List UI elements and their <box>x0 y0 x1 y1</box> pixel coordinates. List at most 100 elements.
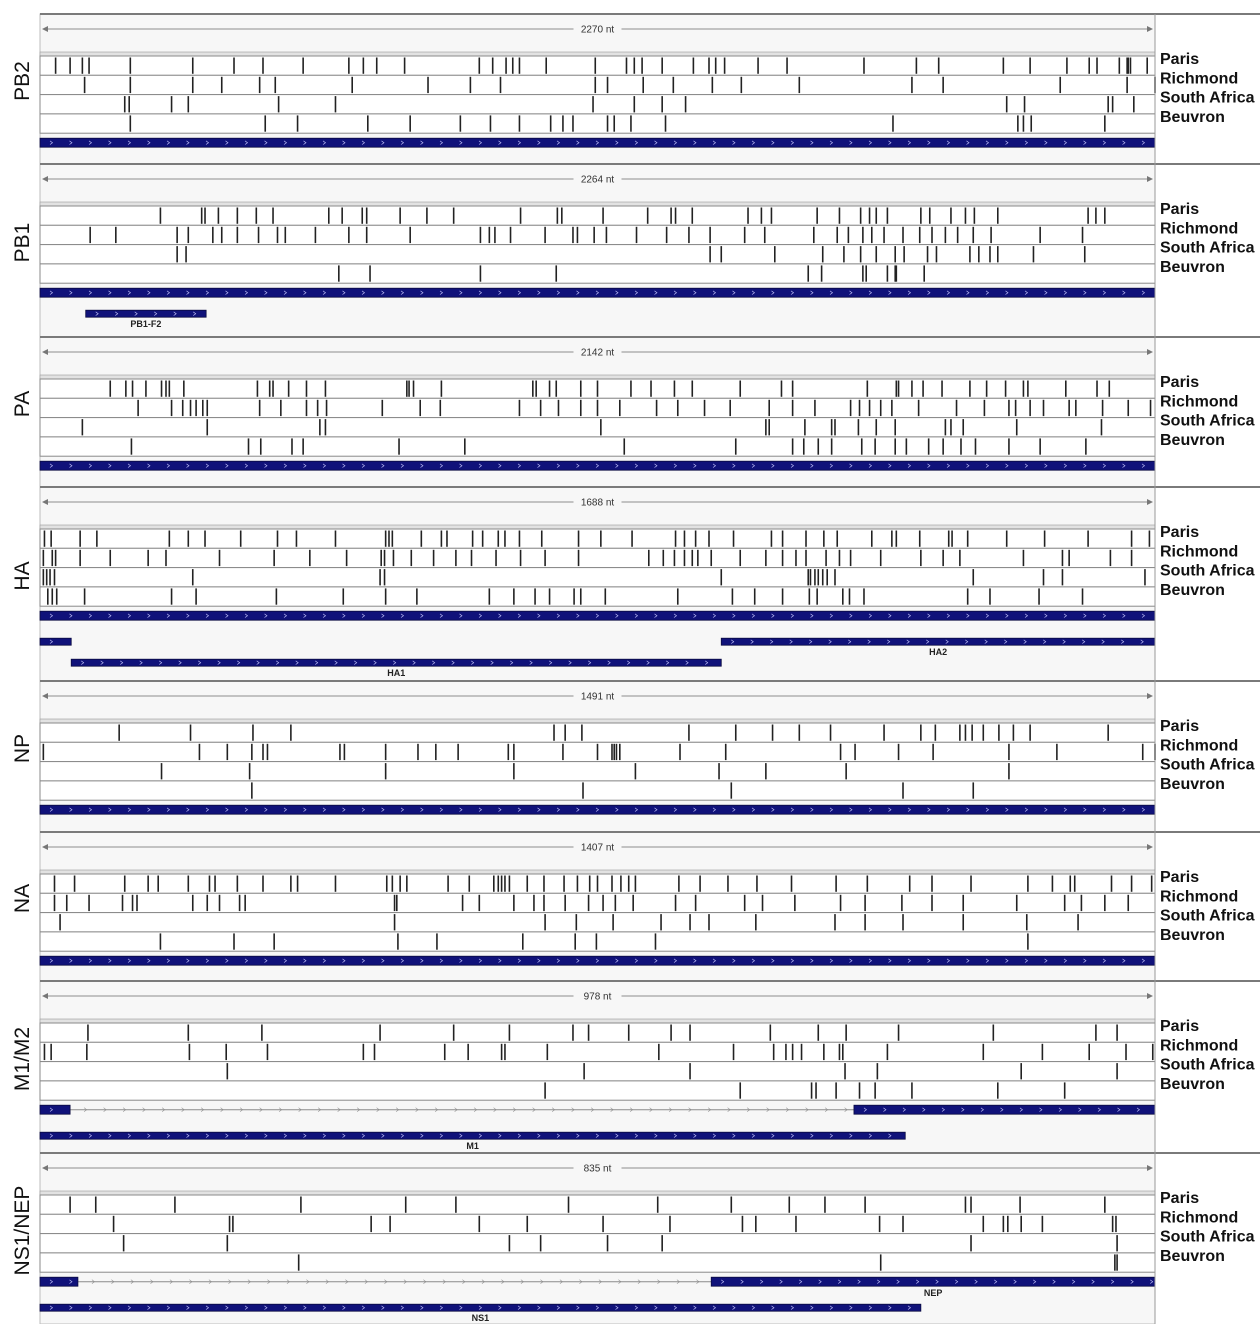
strand-arrow-icon <box>517 1305 522 1310</box>
segment-gene-bar <box>39 137 1156 148</box>
segment-name-label: PB2 <box>11 61 34 101</box>
strand-arrow-icon <box>381 958 385 963</box>
strain-track-row <box>39 436 1156 457</box>
strand-arrow-icon <box>615 807 619 812</box>
strand-arrow-icon <box>69 290 73 295</box>
strand-arrow-icon <box>322 463 327 468</box>
strand-arrow-icon <box>877 1279 881 1284</box>
intron-arrow-icon <box>668 1107 673 1112</box>
strand-arrow-icon <box>264 290 268 295</box>
strand-arrow-icon <box>556 463 561 468</box>
strand-arrow-icon <box>974 1279 978 1284</box>
strand-arrow-icon <box>810 290 814 295</box>
segment-length-label: 1491 nt <box>581 692 615 703</box>
strand-arrow-icon <box>166 1305 171 1310</box>
strand-arrow-icon <box>595 290 600 295</box>
strand-arrow-icon <box>186 1305 190 1310</box>
strand-arrow-icon <box>69 1279 73 1284</box>
ruler-right-arrow-icon <box>1147 499 1153 505</box>
strand-arrow-icon <box>751 807 756 812</box>
strand-arrow-icon <box>1082 639 1086 644</box>
strand-arrow-icon <box>342 463 346 468</box>
strand-arrow-icon <box>1122 290 1126 295</box>
strand-arrow-icon <box>1023 639 1027 644</box>
strand-arrow-icon <box>790 140 795 145</box>
strand-arrow-icon <box>205 140 210 145</box>
strand-arrow-icon <box>108 290 112 295</box>
strand-arrow-icon <box>69 140 73 145</box>
strand-arrow-icon <box>965 639 969 644</box>
strand-arrow-icon <box>69 1305 73 1310</box>
strand-arrow-icon <box>985 463 990 468</box>
strand-arrow-icon <box>615 140 619 145</box>
strand-arrow-icon <box>49 613 54 618</box>
strand-arrow-icon <box>906 639 910 644</box>
intron-arrow-icon <box>727 1107 731 1112</box>
strand-arrow-icon <box>1062 639 1066 644</box>
strand-arrow-icon <box>1111 1279 1115 1284</box>
strand-arrow-icon <box>361 807 366 812</box>
gene-feature-bar <box>853 1104 1156 1115</box>
strand-arrow-icon <box>888 1133 892 1138</box>
strand-arrow-icon <box>712 1305 717 1310</box>
strand-arrow-icon <box>303 140 307 145</box>
ruler-left-arrow-icon <box>42 844 48 850</box>
strand-arrow-icon <box>849 1133 853 1138</box>
strand-arrow-icon <box>771 463 775 468</box>
strand-arrow-icon <box>1117 1107 1121 1112</box>
strain-label: Beuvron <box>1160 432 1225 449</box>
intron-arrow-icon <box>259 1107 263 1112</box>
segment-panel: 1491 nt NP Paris Richmond South Africa Beuvro… <box>11 680 1260 833</box>
intron-arrow-icon <box>356 1107 361 1112</box>
strand-arrow-icon <box>984 639 988 644</box>
strand-arrow-icon <box>159 660 163 665</box>
strand-arrow-icon <box>459 1305 463 1310</box>
strand-arrow-icon <box>100 660 104 665</box>
strand-arrow-icon <box>985 290 990 295</box>
strand-arrow-icon <box>721 1279 725 1284</box>
strand-arrow-icon <box>186 290 190 295</box>
ruler-left-arrow-icon <box>42 1165 48 1171</box>
intron-arrow-icon <box>676 1279 680 1284</box>
strand-arrow-icon <box>1072 1279 1076 1284</box>
strand-arrow-icon <box>439 613 444 618</box>
strain-label: Beuvron <box>1160 582 1225 599</box>
segment-panel: 978 nt M1 M1/M2 Paris Richmond South Africa Be… <box>11 980 1260 1154</box>
strand-arrow-icon <box>244 140 249 145</box>
segment-length-label: 835 nt <box>584 1164 612 1175</box>
strand-arrow-icon <box>1063 807 1068 812</box>
strand-arrow-icon <box>373 660 377 665</box>
strain-track-row <box>39 912 1156 933</box>
strand-arrow-icon <box>381 290 385 295</box>
strand-arrow-icon <box>108 463 112 468</box>
strand-arrow-icon <box>537 290 541 295</box>
intron-arrow-icon <box>325 1279 329 1284</box>
strand-arrow-icon <box>731 639 735 644</box>
intron-arrow-icon <box>376 1107 380 1112</box>
strand-arrow-icon <box>439 1133 444 1138</box>
strand-arrow-icon <box>1141 958 1146 963</box>
strand-arrow-icon <box>732 958 736 963</box>
strand-arrow-icon <box>867 639 871 644</box>
intron-arrow-icon <box>551 1107 556 1112</box>
strand-arrow-icon <box>615 958 619 963</box>
strand-arrow-icon <box>1044 463 1048 468</box>
strand-arrow-icon <box>342 613 346 618</box>
strand-arrow-icon <box>400 1133 405 1138</box>
strand-arrow-icon <box>498 958 502 963</box>
strand-arrow-icon <box>779 1279 783 1284</box>
strand-arrow-icon <box>186 613 190 618</box>
strand-arrow-icon <box>1024 463 1029 468</box>
strand-arrow-icon <box>576 807 580 812</box>
strand-arrow-icon <box>451 660 455 665</box>
intron-arrow-icon <box>629 1107 634 1112</box>
strand-arrow-icon <box>537 1305 541 1310</box>
intron-arrow-icon <box>189 1279 193 1284</box>
strand-arrow-icon <box>654 140 658 145</box>
ruler-label-bg <box>573 496 622 508</box>
strand-arrow-icon <box>595 613 600 618</box>
strand-arrow-icon <box>732 613 736 618</box>
strand-arrow-icon <box>588 660 592 665</box>
strand-arrow-icon <box>303 1305 307 1310</box>
intron-arrow-icon <box>286 1279 290 1284</box>
